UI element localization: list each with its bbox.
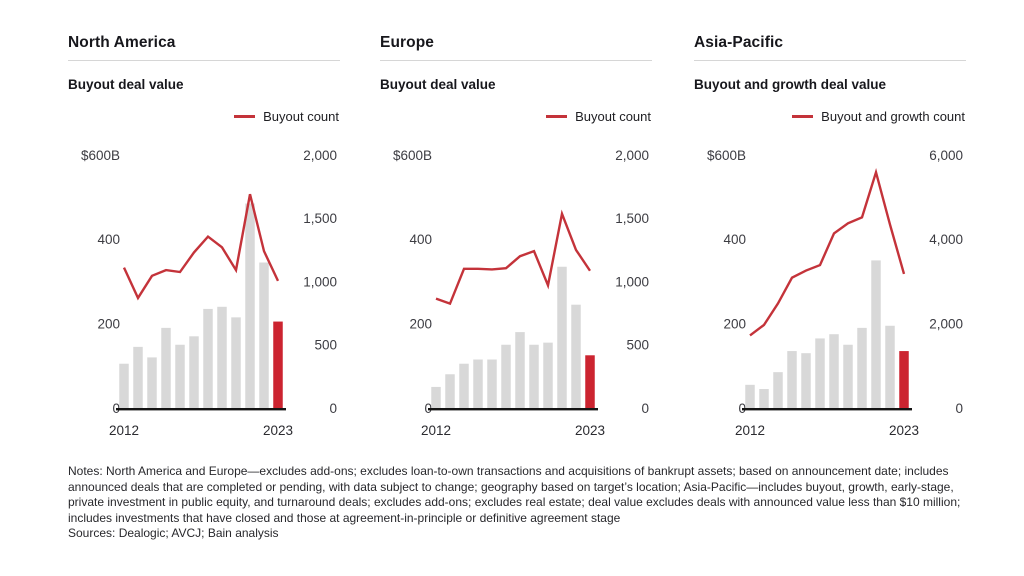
svg-text:400: 400 — [723, 232, 746, 247]
legend: Buyout and growth count — [694, 107, 965, 125]
svg-text:0: 0 — [329, 401, 337, 416]
legend-label: Buyout count — [575, 108, 651, 124]
svg-text:2023: 2023 — [889, 423, 919, 438]
svg-text:200: 200 — [409, 316, 432, 331]
legend-label: Buyout count — [263, 108, 339, 124]
svg-text:0: 0 — [641, 401, 649, 416]
sources-text: Sources: Dealogic; AVCJ; Bain analysis — [68, 526, 279, 541]
svg-text:2,000: 2,000 — [303, 148, 337, 163]
svg-text:2,000: 2,000 — [615, 148, 649, 163]
region-title: Asia-Pacific — [694, 34, 784, 51]
svg-text:1,000: 1,000 — [303, 274, 337, 289]
panel-north-america: North America Buyout deal value Buyout c… — [68, 0, 340, 470]
chart-subtitle: Buyout deal value — [380, 77, 496, 92]
chart-subtitle: Buyout and growth deal value — [694, 77, 887, 92]
svg-text:200: 200 — [97, 316, 120, 331]
title-rule — [694, 60, 966, 61]
svg-text:$600B: $600B — [393, 148, 432, 163]
legend-line-swatch — [234, 114, 256, 118]
legend: Buyout count — [380, 107, 651, 125]
svg-text:400: 400 — [409, 232, 432, 247]
svg-text:2,000: 2,000 — [929, 316, 963, 331]
chart-subtitle: Buyout deal value — [68, 77, 184, 92]
svg-text:400: 400 — [97, 232, 120, 247]
svg-text:500: 500 — [626, 338, 649, 353]
svg-text:$600B: $600B — [707, 148, 746, 163]
legend-line-swatch — [792, 114, 814, 118]
svg-text:2023: 2023 — [575, 423, 605, 438]
svg-text:6,000: 6,000 — [929, 148, 963, 163]
svg-text:$600B: $600B — [81, 148, 120, 163]
svg-text:2012: 2012 — [109, 423, 139, 438]
legend-label: Buyout and growth count — [821, 108, 965, 124]
legend: Buyout count — [68, 107, 339, 125]
svg-text:1,500: 1,500 — [303, 211, 337, 226]
region-title: North America — [68, 34, 176, 51]
footnotes: Notes: North America and Europe—excludes… — [68, 464, 980, 542]
panel-europe: Europe Buyout deal value Buyout count $6… — [380, 0, 652, 470]
svg-text:200: 200 — [723, 316, 746, 331]
notes-text: Notes: North America and Europe—excludes… — [68, 464, 961, 525]
legend-line-swatch — [546, 114, 568, 118]
svg-text:2012: 2012 — [735, 423, 765, 438]
svg-text:4,000: 4,000 — [929, 232, 963, 247]
panel-asia-pacific: Asia-Pacific Buyout and growth deal valu… — [694, 0, 966, 470]
svg-text:0: 0 — [955, 401, 963, 416]
title-rule — [68, 60, 340, 61]
svg-text:1,000: 1,000 — [615, 274, 649, 289]
region-title: Europe — [380, 34, 434, 51]
title-rule — [380, 60, 652, 61]
svg-text:500: 500 — [314, 338, 337, 353]
svg-text:2023: 2023 — [263, 423, 293, 438]
svg-text:1,500: 1,500 — [615, 211, 649, 226]
svg-text:2012: 2012 — [421, 423, 451, 438]
